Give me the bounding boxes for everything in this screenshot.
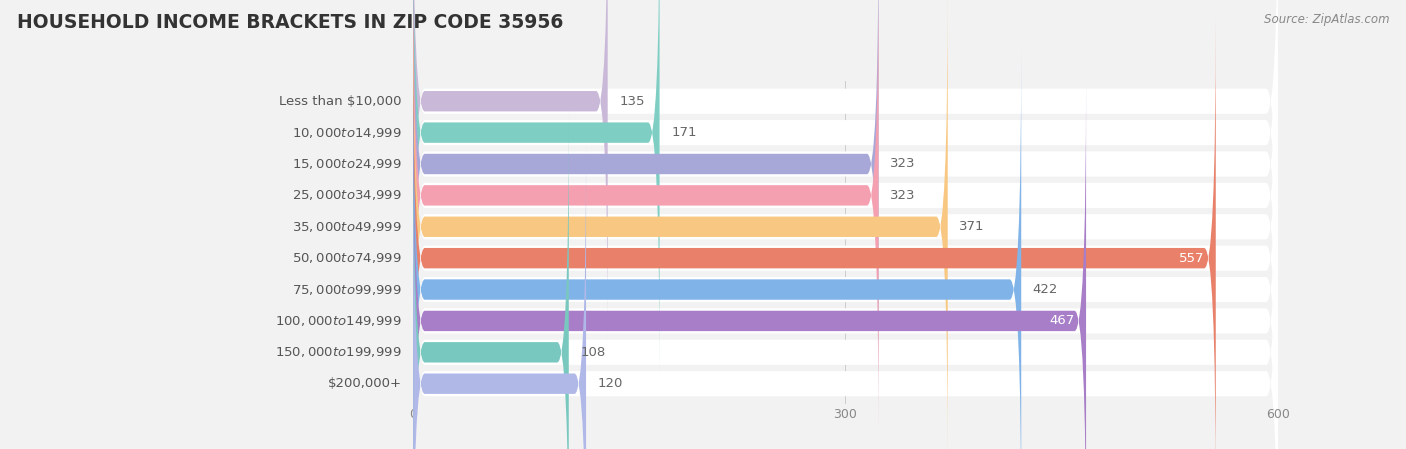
Text: 171: 171 bbox=[671, 126, 696, 139]
Text: 120: 120 bbox=[598, 377, 623, 390]
Text: $150,000 to $199,999: $150,000 to $199,999 bbox=[276, 345, 402, 359]
FancyBboxPatch shape bbox=[413, 0, 948, 449]
FancyBboxPatch shape bbox=[413, 0, 1278, 449]
Text: 371: 371 bbox=[959, 220, 984, 233]
FancyBboxPatch shape bbox=[413, 0, 1278, 434]
Text: $10,000 to $14,999: $10,000 to $14,999 bbox=[292, 126, 402, 140]
FancyBboxPatch shape bbox=[413, 51, 1278, 449]
Text: 323: 323 bbox=[890, 189, 915, 202]
Text: 467: 467 bbox=[1049, 314, 1074, 327]
FancyBboxPatch shape bbox=[413, 0, 1278, 340]
FancyBboxPatch shape bbox=[413, 0, 607, 342]
Text: 323: 323 bbox=[890, 158, 915, 171]
FancyBboxPatch shape bbox=[413, 143, 586, 449]
FancyBboxPatch shape bbox=[413, 0, 659, 374]
Text: 422: 422 bbox=[1033, 283, 1059, 296]
FancyBboxPatch shape bbox=[413, 0, 1278, 371]
Text: 135: 135 bbox=[619, 95, 645, 108]
FancyBboxPatch shape bbox=[413, 80, 1085, 449]
Text: HOUSEHOLD INCOME BRACKETS IN ZIP CODE 35956: HOUSEHOLD INCOME BRACKETS IN ZIP CODE 35… bbox=[17, 13, 564, 32]
Text: $15,000 to $24,999: $15,000 to $24,999 bbox=[292, 157, 402, 171]
Text: $200,000+: $200,000+ bbox=[328, 377, 402, 390]
FancyBboxPatch shape bbox=[413, 111, 569, 449]
FancyBboxPatch shape bbox=[413, 114, 1278, 449]
Text: 108: 108 bbox=[581, 346, 606, 359]
FancyBboxPatch shape bbox=[413, 0, 879, 405]
FancyBboxPatch shape bbox=[413, 0, 879, 436]
Text: $35,000 to $49,999: $35,000 to $49,999 bbox=[292, 220, 402, 234]
Text: Less than $10,000: Less than $10,000 bbox=[280, 95, 402, 108]
FancyBboxPatch shape bbox=[413, 145, 1278, 449]
FancyBboxPatch shape bbox=[413, 20, 1278, 449]
FancyBboxPatch shape bbox=[413, 82, 1278, 449]
Text: 557: 557 bbox=[1178, 251, 1204, 264]
Text: $100,000 to $149,999: $100,000 to $149,999 bbox=[276, 314, 402, 328]
Text: $75,000 to $99,999: $75,000 to $99,999 bbox=[292, 282, 402, 296]
FancyBboxPatch shape bbox=[413, 48, 1021, 449]
Text: Source: ZipAtlas.com: Source: ZipAtlas.com bbox=[1264, 13, 1389, 26]
FancyBboxPatch shape bbox=[413, 0, 1278, 403]
Text: $50,000 to $74,999: $50,000 to $74,999 bbox=[292, 251, 402, 265]
FancyBboxPatch shape bbox=[413, 17, 1216, 449]
Text: $25,000 to $34,999: $25,000 to $34,999 bbox=[292, 189, 402, 202]
